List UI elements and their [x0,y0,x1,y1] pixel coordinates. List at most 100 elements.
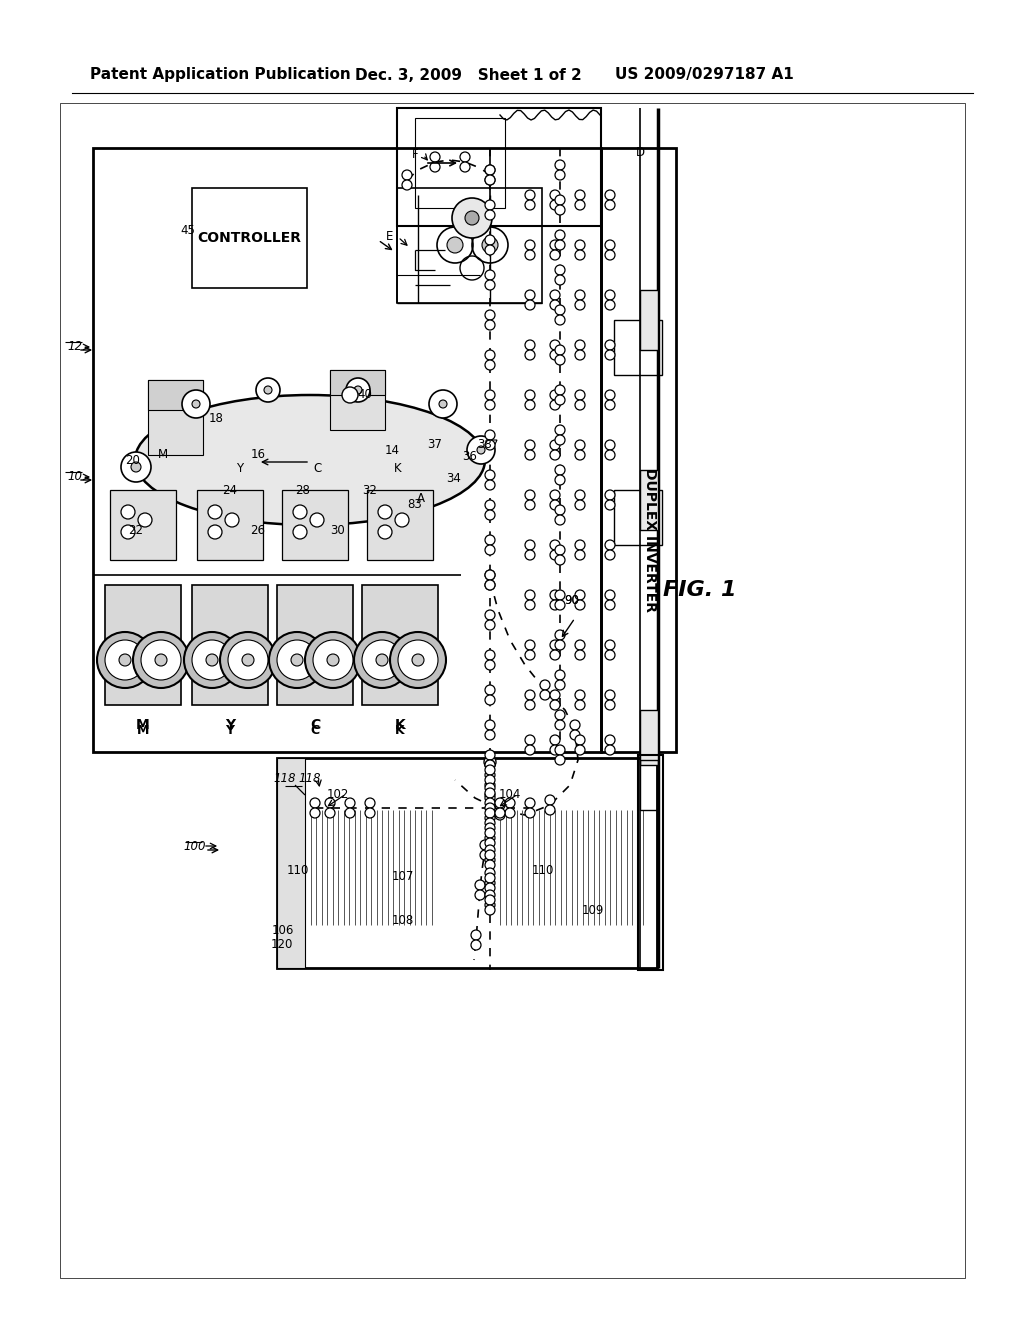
Text: 20: 20 [126,454,140,466]
Circle shape [485,610,495,620]
Text: 45: 45 [180,223,196,236]
Circle shape [485,760,495,770]
Circle shape [447,238,463,253]
Circle shape [575,590,585,601]
Text: 90: 90 [564,594,580,606]
Circle shape [555,345,565,355]
Circle shape [605,440,615,450]
Text: 120: 120 [270,939,293,952]
Circle shape [550,240,560,249]
Circle shape [575,450,585,459]
Circle shape [570,719,580,730]
Circle shape [485,510,495,520]
Circle shape [555,515,565,525]
Circle shape [605,649,615,660]
Circle shape [269,632,325,688]
Circle shape [555,315,565,325]
Circle shape [485,828,495,838]
Bar [415,117,505,209]
Circle shape [485,579,495,590]
Circle shape [378,506,392,519]
Text: E: E [386,231,393,243]
Circle shape [485,201,495,210]
Bar [278,585,353,705]
Circle shape [550,201,560,210]
Text: C: C [310,718,321,733]
Circle shape [485,235,495,246]
Circle shape [605,590,615,601]
Circle shape [575,601,585,610]
Circle shape [264,385,272,393]
Circle shape [485,696,495,705]
Circle shape [555,265,565,275]
Text: 110: 110 [287,863,309,876]
Circle shape [550,700,560,710]
Circle shape [485,799,495,808]
Circle shape [505,799,515,808]
Circle shape [555,170,565,180]
Circle shape [525,640,535,649]
Circle shape [293,506,307,519]
Bar [640,760,658,810]
Circle shape [555,506,565,515]
Circle shape [575,290,585,300]
Circle shape [555,240,565,249]
Circle shape [485,813,495,822]
Circle shape [555,475,565,484]
Circle shape [485,570,495,579]
Circle shape [485,400,495,411]
Circle shape [575,389,585,400]
Circle shape [485,855,495,865]
Circle shape [525,350,535,360]
Bar [60,103,965,1278]
Circle shape [105,640,145,680]
Circle shape [485,766,495,775]
Circle shape [206,653,218,667]
Text: Y: Y [225,723,234,737]
Circle shape [555,719,565,730]
Circle shape [485,360,495,370]
Bar [193,585,268,705]
Text: 118: 118 [299,771,322,784]
Circle shape [390,632,446,688]
Circle shape [482,238,498,253]
Circle shape [550,744,560,755]
Circle shape [208,506,222,519]
Circle shape [555,680,565,690]
Circle shape [485,730,495,741]
Circle shape [342,387,358,403]
Circle shape [354,632,410,688]
Circle shape [575,735,585,744]
Circle shape [575,550,585,560]
Circle shape [605,500,615,510]
Circle shape [485,440,495,450]
Circle shape [485,890,495,900]
Text: 106: 106 [271,924,294,936]
Circle shape [480,840,490,850]
Circle shape [605,640,615,649]
Text: 12: 12 [68,341,83,354]
Bar [278,758,657,968]
Text: 104: 104 [499,788,521,800]
Circle shape [555,554,565,565]
Circle shape [555,305,565,315]
Circle shape [605,744,615,755]
Circle shape [485,620,495,630]
Circle shape [485,350,495,360]
Circle shape [471,940,481,950]
Circle shape [485,210,495,220]
Circle shape [485,845,495,855]
Circle shape [605,350,615,360]
Circle shape [555,275,565,285]
Bar [93,148,601,752]
Circle shape [605,240,615,249]
Circle shape [525,490,535,500]
Circle shape [555,545,565,554]
Circle shape [575,690,585,700]
Circle shape [525,300,535,310]
Text: 83: 83 [408,499,422,511]
Circle shape [485,319,495,330]
Bar [362,585,438,705]
Circle shape [575,490,585,500]
Circle shape [575,744,585,755]
